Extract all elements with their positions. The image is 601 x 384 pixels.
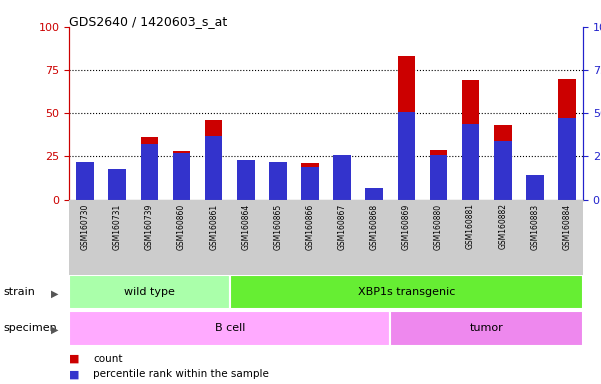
Text: GSM160730: GSM160730 (81, 204, 90, 250)
Bar (558, 79, 576, 200)
Bar (430, 155, 447, 200)
Bar (69, 311, 390, 346)
Text: GSM160884: GSM160884 (563, 204, 572, 250)
Text: strain: strain (3, 287, 35, 297)
Bar (526, 177, 544, 200)
Text: GSM160860: GSM160860 (177, 204, 186, 250)
Text: ▶: ▶ (51, 289, 58, 299)
Text: GSM160880: GSM160880 (434, 204, 443, 250)
Text: GSM160865: GSM160865 (273, 204, 282, 250)
Bar (141, 144, 158, 200)
Bar (141, 137, 158, 200)
Bar (494, 125, 511, 200)
Bar (397, 112, 415, 200)
Text: GSM160864: GSM160864 (241, 204, 250, 250)
Text: GSM160731: GSM160731 (113, 204, 122, 250)
Bar (269, 162, 287, 200)
Bar (205, 120, 222, 200)
Text: count: count (93, 354, 123, 364)
Text: wild type: wild type (124, 287, 175, 297)
Text: GSM160868: GSM160868 (370, 204, 379, 250)
Text: GSM160861: GSM160861 (209, 204, 218, 250)
Text: ■: ■ (69, 369, 79, 379)
Bar (397, 56, 415, 200)
Bar (76, 162, 94, 200)
Text: GSM160883: GSM160883 (530, 204, 539, 250)
Bar (462, 81, 480, 200)
Bar (334, 162, 351, 200)
Bar (558, 118, 576, 200)
Bar (390, 311, 583, 346)
Bar (365, 191, 383, 200)
Bar (301, 164, 319, 200)
Bar (462, 124, 480, 200)
Bar (69, 275, 230, 309)
Text: GDS2640 / 1420603_s_at: GDS2640 / 1420603_s_at (69, 15, 227, 28)
Bar (237, 162, 255, 200)
Text: XBP1s transgenic: XBP1s transgenic (358, 287, 455, 297)
Bar (205, 136, 222, 200)
Text: specimen: specimen (3, 323, 56, 333)
Bar (237, 160, 255, 200)
Text: ■: ■ (69, 354, 79, 364)
Text: GSM160869: GSM160869 (402, 204, 411, 250)
Text: GSM160866: GSM160866 (305, 204, 314, 250)
Text: percentile rank within the sample: percentile rank within the sample (93, 369, 269, 379)
Text: GSM160881: GSM160881 (466, 204, 475, 250)
Bar (494, 141, 511, 200)
Bar (230, 275, 583, 309)
Bar (269, 162, 287, 200)
Bar (430, 149, 447, 200)
Bar (76, 164, 94, 200)
Text: GSM160739: GSM160739 (145, 204, 154, 250)
Bar (301, 167, 319, 200)
Bar (365, 188, 383, 200)
Text: GSM160867: GSM160867 (338, 204, 347, 250)
Bar (172, 151, 191, 200)
Text: ▶: ▶ (51, 325, 58, 335)
Bar (526, 175, 544, 200)
Bar (108, 169, 126, 200)
Text: tumor: tumor (470, 323, 504, 333)
Text: GSM160882: GSM160882 (498, 204, 507, 250)
Text: B cell: B cell (215, 323, 245, 333)
Bar (334, 155, 351, 200)
Bar (172, 153, 191, 200)
Bar (108, 170, 126, 200)
